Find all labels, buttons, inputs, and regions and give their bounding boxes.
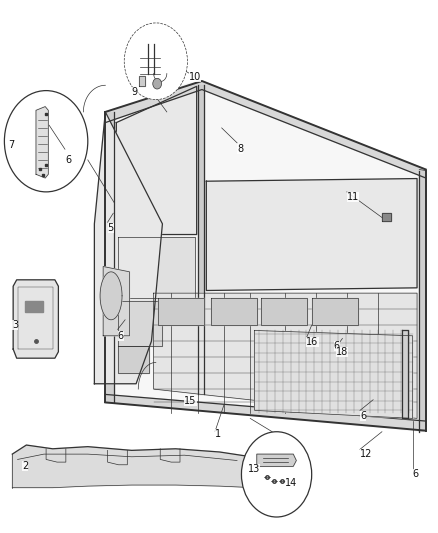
Polygon shape <box>105 112 114 402</box>
Circle shape <box>152 78 161 89</box>
Circle shape <box>241 432 311 517</box>
Polygon shape <box>418 169 425 432</box>
Text: 15: 15 <box>184 396 196 406</box>
Text: 18: 18 <box>335 347 347 357</box>
Text: 16: 16 <box>306 337 318 347</box>
Text: 14: 14 <box>285 479 297 488</box>
Polygon shape <box>254 330 412 418</box>
Text: 8: 8 <box>237 144 243 154</box>
Text: 5: 5 <box>107 223 113 233</box>
Text: 6: 6 <box>333 342 339 351</box>
Polygon shape <box>401 330 407 418</box>
Polygon shape <box>117 237 195 298</box>
Polygon shape <box>153 293 416 418</box>
Text: 6: 6 <box>65 155 71 165</box>
Polygon shape <box>197 85 204 394</box>
Polygon shape <box>105 80 425 432</box>
Circle shape <box>4 91 88 192</box>
Polygon shape <box>117 346 149 373</box>
Polygon shape <box>261 298 307 325</box>
Polygon shape <box>100 272 122 320</box>
Text: 9: 9 <box>131 87 138 96</box>
Polygon shape <box>94 112 162 384</box>
Polygon shape <box>158 298 204 325</box>
Text: 2: 2 <box>22 462 28 471</box>
Text: 12: 12 <box>359 449 371 459</box>
Polygon shape <box>381 213 390 221</box>
Polygon shape <box>116 86 196 235</box>
Polygon shape <box>36 107 48 178</box>
Polygon shape <box>256 454 296 466</box>
Polygon shape <box>117 301 162 346</box>
Polygon shape <box>25 301 43 312</box>
Polygon shape <box>138 76 145 86</box>
Polygon shape <box>12 445 254 488</box>
Text: 6: 6 <box>412 470 418 479</box>
Circle shape <box>124 23 187 100</box>
Polygon shape <box>105 81 425 178</box>
Text: 6: 6 <box>359 411 365 421</box>
Polygon shape <box>311 298 357 325</box>
Polygon shape <box>206 179 416 290</box>
Text: 1: 1 <box>215 430 221 439</box>
Polygon shape <box>13 280 58 358</box>
Text: 7: 7 <box>8 140 14 150</box>
Polygon shape <box>210 298 256 325</box>
Text: 6: 6 <box>117 331 124 341</box>
Text: 11: 11 <box>346 192 358 202</box>
Text: 10: 10 <box>188 72 201 82</box>
Polygon shape <box>103 266 129 336</box>
Text: 13: 13 <box>247 464 260 474</box>
Text: 3: 3 <box>12 320 18 330</box>
Polygon shape <box>105 394 425 431</box>
